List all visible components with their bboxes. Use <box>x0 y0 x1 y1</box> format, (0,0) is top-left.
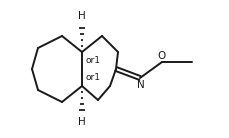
Text: H: H <box>78 117 85 127</box>
Text: H: H <box>78 11 85 21</box>
Text: O: O <box>157 51 165 61</box>
Text: N: N <box>136 80 144 90</box>
Text: or1: or1 <box>86 56 101 65</box>
Text: or1: or1 <box>86 73 101 82</box>
